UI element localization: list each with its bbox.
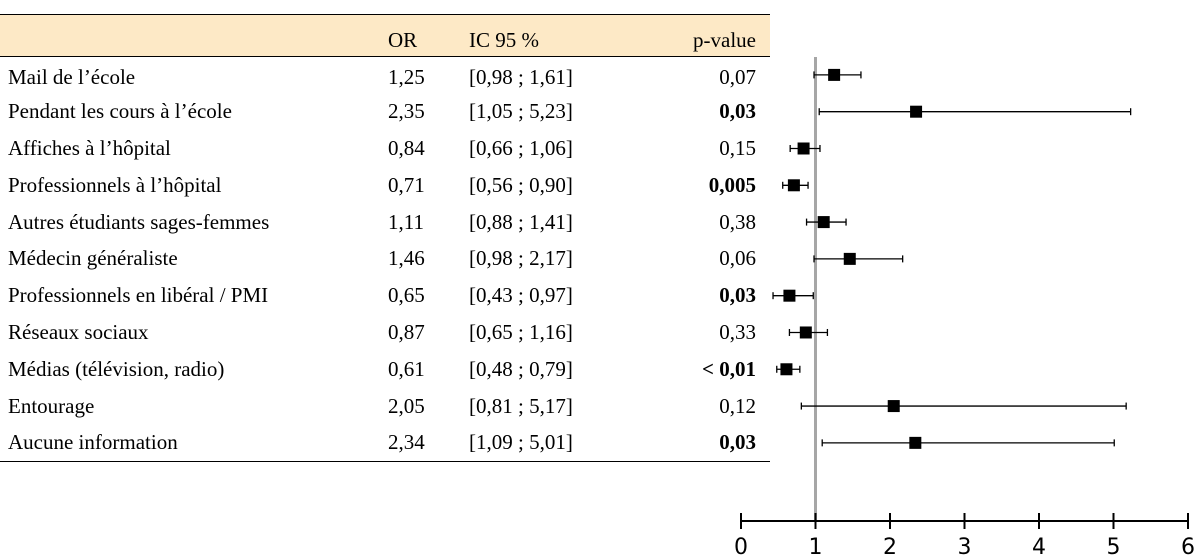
row-ci: [0,56 ; 0,90] — [469, 172, 573, 197]
row-or: 2,34 — [388, 424, 469, 462]
row-ci: [1,05 ; 5,23] — [469, 99, 573, 124]
row-or: 2,05 — [388, 393, 425, 418]
x-tick-label: 4 — [1032, 535, 1046, 555]
row-or: 0,87 — [388, 319, 425, 344]
row-or: 0,84 — [388, 135, 425, 160]
row-ci: [0,48 ; 0,79] — [469, 356, 573, 381]
or-point — [783, 289, 796, 302]
row-or: 2,35 — [388, 99, 425, 124]
row-or: 0,61 — [388, 356, 425, 381]
header-ci: IC 95 % — [469, 14, 639, 57]
row-label: Médias (télévision, radio) — [8, 356, 225, 381]
row-pvalue: 0,15 — [719, 135, 756, 160]
table-row: Autres étudiants sages-femmes 1,11 [0,88… — [0, 204, 770, 241]
row-pvalue: 0,03 — [719, 99, 756, 124]
table-row: Réseaux sociaux 0,87 [0,65 ; 1,16] 0,33 — [0, 314, 770, 351]
row-label: Professionnels à l’hôpital — [8, 172, 222, 197]
row-or: 0,71 — [388, 172, 425, 197]
table-row: Médecin généraliste 1,46 [0,98 ; 2,17] 0… — [0, 240, 770, 277]
header-pvalue: p-value — [639, 14, 770, 57]
x-tick-label: 1 — [809, 535, 823, 555]
row-label: Autres étudiants sages-femmes — [8, 209, 270, 234]
results-table: OR IC 95 % p-value Mail de l’école 1,25 … — [0, 14, 770, 462]
table-row: Affiches à l’hôpital 0,84 [0,66 ; 1,06] … — [0, 130, 770, 167]
x-tick-label: 5 — [1107, 535, 1121, 555]
or-point — [799, 326, 812, 339]
table-row: Professionnels en libéral / PMI 0,65 [0,… — [0, 277, 770, 314]
row-pvalue: 0,33 — [719, 319, 756, 344]
x-tick-label: 0 — [734, 535, 748, 555]
forest-marks — [772, 68, 1132, 449]
row-ci: [0,98 ; 1,61] — [469, 64, 573, 89]
row-or: 1,46 — [388, 246, 425, 271]
row-label: Pendant les cours à l’école — [8, 99, 232, 124]
row-pvalue: 0,38 — [719, 209, 756, 234]
row-ci: [0,43 ; 0,97] — [469, 283, 573, 308]
table-row: Aucune information 2,34 [1,09 ; 5,01] 0,… — [0, 424, 770, 462]
row-or: 0,65 — [388, 283, 425, 308]
header-or: OR — [388, 14, 469, 57]
row-ci: [1,09 ; 5,01] — [469, 424, 639, 462]
row-pvalue: 0,03 — [719, 283, 756, 308]
row-label: Médecin généraliste — [8, 246, 178, 271]
table-row: Médias (télévision, radio) 0,61 [0,48 ; … — [0, 351, 770, 388]
row-ci: [0,65 ; 1,16] — [469, 319, 573, 344]
row-label: Réseaux sociaux — [8, 319, 149, 344]
table-row: Professionnels à l’hôpital 0,71 [0,56 ; … — [0, 167, 770, 204]
or-point — [887, 400, 900, 413]
row-label: Affiches à l’hôpital — [8, 135, 171, 160]
header-label — [0, 14, 388, 57]
or-point — [828, 68, 841, 81]
row-or: 1,25 — [388, 64, 425, 89]
row-label: Professionnels en libéral / PMI — [8, 283, 269, 308]
or-point — [797, 142, 810, 155]
x-tick-label: 3 — [958, 535, 972, 555]
row-or: 1,11 — [388, 209, 424, 234]
row-label: Aucune information — [0, 424, 388, 462]
table-row: Entourage 2,05 [0,81 ; 5,17] 0,12 — [0, 388, 770, 425]
table-row: Pendant les cours à l’école 2,35 [1,05 ;… — [0, 93, 770, 130]
x-tick-label: 2 — [883, 535, 897, 555]
or-point — [910, 105, 923, 118]
x-tick-label: 6 — [1181, 535, 1195, 555]
row-ci: [0,88 ; 1,41] — [469, 209, 573, 234]
row-pvalue: 0,12 — [719, 393, 756, 418]
x-axis-ticks: 0 1 2 3 4 5 6 — [734, 513, 1195, 555]
or-point — [909, 436, 922, 449]
table-row: Mail de l’école 1,25 [0,98 ; 1,61] 0,07 — [0, 57, 770, 94]
row-pvalue: 0,03 — [639, 424, 770, 462]
row-pvalue: 0,07 — [719, 64, 756, 89]
or-point — [780, 363, 793, 376]
or-point — [817, 216, 830, 229]
row-ci: [0,81 ; 5,17] — [469, 393, 573, 418]
row-pvalue: 0,06 — [719, 246, 756, 271]
row-label: Entourage — [8, 393, 95, 418]
header-row: OR IC 95 % p-value — [0, 14, 770, 57]
or-point — [787, 179, 800, 192]
or-point — [843, 252, 856, 265]
row-pvalue: < 0,01 — [702, 356, 756, 381]
row-pvalue: 0,005 — [708, 172, 756, 197]
row-label: Mail de l’école — [8, 64, 136, 89]
row-ci: [0,66 ; 1,06] — [469, 135, 573, 160]
row-ci: [0,98 ; 2,17] — [469, 246, 573, 271]
